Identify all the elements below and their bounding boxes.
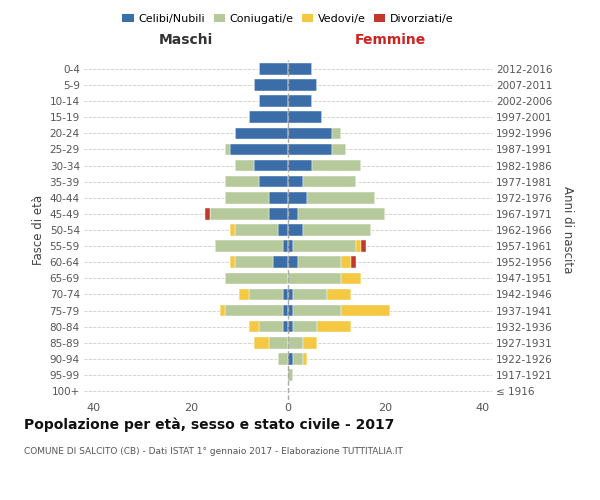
- Y-axis label: Anni di nascita: Anni di nascita: [561, 186, 574, 274]
- Bar: [269, 337, 288, 348]
- Bar: [293, 288, 327, 300]
- Bar: [288, 208, 298, 220]
- Bar: [288, 192, 307, 203]
- Bar: [288, 112, 322, 123]
- Bar: [239, 288, 249, 300]
- Bar: [332, 128, 341, 139]
- Text: Femmine: Femmine: [355, 34, 425, 48]
- Bar: [298, 256, 341, 268]
- Bar: [293, 305, 341, 316]
- Bar: [293, 321, 317, 332]
- Bar: [274, 256, 288, 268]
- Bar: [225, 176, 259, 188]
- Y-axis label: Fasce di età: Fasce di età: [32, 195, 46, 265]
- Bar: [288, 321, 293, 332]
- Bar: [259, 176, 288, 188]
- Bar: [249, 112, 288, 123]
- Bar: [225, 305, 283, 316]
- Bar: [259, 63, 288, 74]
- Bar: [341, 272, 361, 284]
- Bar: [235, 256, 274, 268]
- Text: COMUNE DI SALCITO (CB) - Dati ISTAT 1° gennaio 2017 - Elaborazione TUTTITALIA.IT: COMUNE DI SALCITO (CB) - Dati ISTAT 1° g…: [24, 448, 403, 456]
- Bar: [288, 160, 312, 172]
- Bar: [288, 337, 302, 348]
- Bar: [293, 353, 302, 364]
- Bar: [302, 176, 356, 188]
- Bar: [288, 128, 332, 139]
- Bar: [288, 369, 293, 381]
- Bar: [230, 256, 235, 268]
- Bar: [341, 305, 390, 316]
- Bar: [341, 256, 351, 268]
- Bar: [230, 144, 288, 155]
- Bar: [288, 288, 293, 300]
- Bar: [259, 321, 283, 332]
- Bar: [278, 353, 288, 364]
- Bar: [278, 224, 288, 236]
- Bar: [235, 128, 288, 139]
- Bar: [288, 224, 302, 236]
- Bar: [317, 321, 351, 332]
- Bar: [302, 337, 317, 348]
- Bar: [215, 240, 283, 252]
- Bar: [293, 240, 356, 252]
- Bar: [288, 96, 312, 107]
- Bar: [225, 192, 269, 203]
- Bar: [307, 192, 376, 203]
- Bar: [254, 79, 288, 91]
- Bar: [302, 224, 371, 236]
- Bar: [288, 144, 332, 155]
- Bar: [210, 208, 269, 220]
- Legend: Celibi/Nubili, Coniugati/e, Vedovi/e, Divorziati/e: Celibi/Nubili, Coniugati/e, Vedovi/e, Di…: [118, 10, 458, 29]
- Bar: [288, 305, 293, 316]
- Bar: [361, 240, 366, 252]
- Text: Popolazione per età, sesso e stato civile - 2017: Popolazione per età, sesso e stato civil…: [24, 418, 394, 432]
- Bar: [356, 240, 361, 252]
- Bar: [288, 176, 302, 188]
- Bar: [288, 79, 317, 91]
- Bar: [235, 160, 254, 172]
- Bar: [225, 272, 288, 284]
- Bar: [312, 160, 361, 172]
- Bar: [327, 288, 351, 300]
- Bar: [288, 63, 312, 74]
- Bar: [283, 305, 288, 316]
- Bar: [283, 321, 288, 332]
- Bar: [283, 288, 288, 300]
- Bar: [298, 208, 385, 220]
- Bar: [288, 240, 293, 252]
- Bar: [249, 288, 283, 300]
- Bar: [269, 208, 288, 220]
- Bar: [283, 240, 288, 252]
- Bar: [254, 337, 269, 348]
- Bar: [205, 208, 210, 220]
- Bar: [332, 144, 346, 155]
- Bar: [288, 353, 293, 364]
- Bar: [235, 224, 278, 236]
- Bar: [230, 224, 235, 236]
- Bar: [302, 353, 307, 364]
- Bar: [288, 256, 298, 268]
- Bar: [351, 256, 356, 268]
- Bar: [249, 321, 259, 332]
- Bar: [259, 96, 288, 107]
- Bar: [269, 192, 288, 203]
- Bar: [225, 144, 230, 155]
- Bar: [220, 305, 225, 316]
- Text: Maschi: Maschi: [159, 34, 213, 48]
- Bar: [288, 272, 341, 284]
- Bar: [254, 160, 288, 172]
